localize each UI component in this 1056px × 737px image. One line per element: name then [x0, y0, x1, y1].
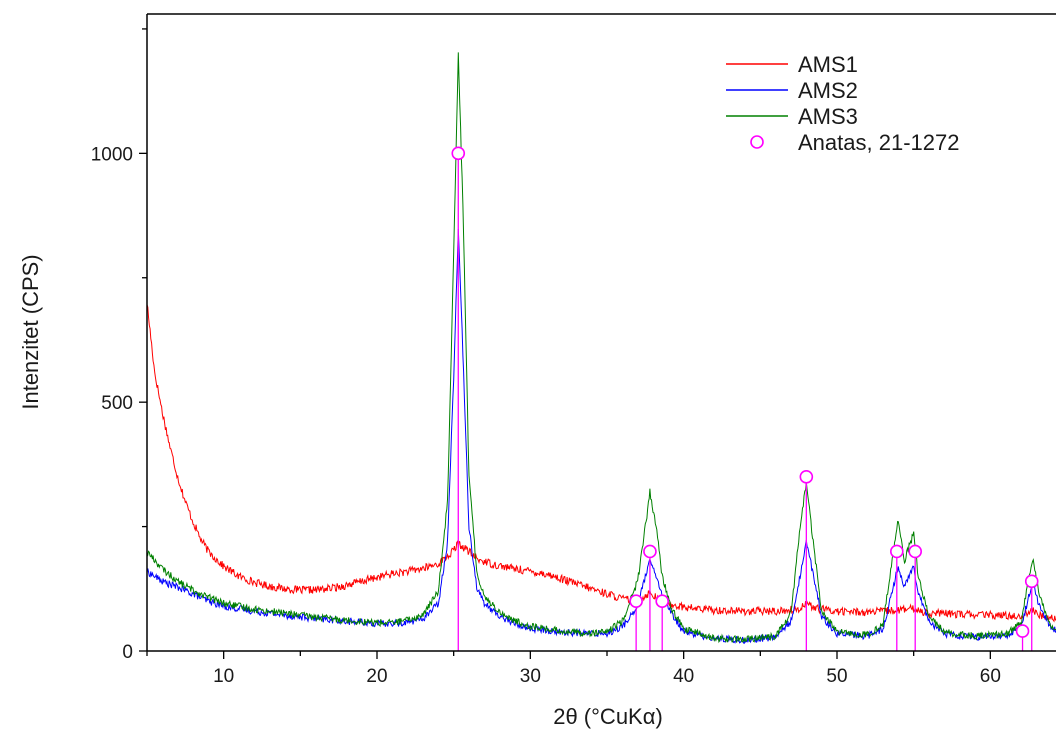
reference-point — [451, 146, 466, 161]
x-tick-label: 30 — [520, 666, 541, 687]
axes: 10 20 30 40 50 60 0 500 1000 — [91, 13, 1056, 687]
reference-point — [799, 470, 814, 484]
series-line-ams1 — [147, 304, 1056, 623]
reference-point — [1024, 574, 1039, 589]
reference-point — [889, 544, 904, 559]
reference-point — [908, 544, 923, 559]
y-tick-label: 500 — [101, 393, 133, 414]
legend-label-ams2: AMS2 — [798, 78, 858, 103]
x-tick-label: 20 — [366, 666, 387, 687]
plot-area — [147, 52, 1056, 651]
x-tick-label: 10 — [213, 666, 234, 687]
legend-swatch-reference — [750, 135, 764, 149]
x-tick-label: 40 — [673, 666, 694, 687]
legend-label-ams3: AMS3 — [798, 104, 858, 129]
reference-point — [655, 594, 670, 609]
x-axis-title: 2θ (°CuKα) — [553, 704, 663, 729]
series-line-ams3 — [147, 52, 1056, 644]
y-tick-label: 0 — [122, 642, 133, 663]
reference-point — [643, 544, 657, 559]
series-layer — [147, 52, 1056, 645]
y-tick-label: 1000 — [91, 144, 133, 165]
reference-layer — [451, 146, 1039, 651]
legend-label-reference: Anatas, 21-1272 — [798, 130, 959, 155]
x-tick-label: 50 — [826, 666, 847, 687]
y-axis-title: Intenzitet (CPS) — [18, 254, 43, 409]
reference-point — [629, 594, 643, 609]
reference-point — [1015, 624, 1030, 638]
x-tick-label: 60 — [980, 666, 1001, 687]
series-line-ams2 — [147, 228, 1056, 645]
legend-label-ams1: AMS1 — [798, 52, 858, 77]
